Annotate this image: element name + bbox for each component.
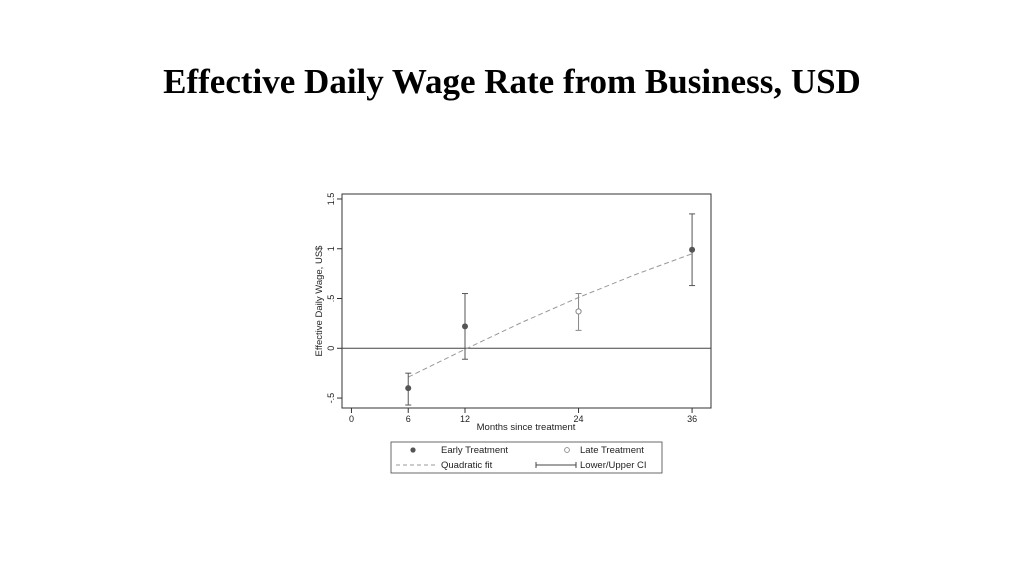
quadratic-fit-line	[407, 253, 693, 378]
legend-ci-label: Lower/Upper CI	[580, 460, 647, 471]
y-axis-label: Effective Daily Wage, US$	[314, 245, 325, 357]
plot-area	[341, 193, 712, 409]
y-tick-label-1: 0	[326, 346, 336, 351]
x-tick-label-12: 12	[460, 414, 470, 424]
late-point-0	[575, 308, 582, 315]
x-tick-label-6: 6	[406, 414, 411, 424]
legend: Early Treatment Late Treatment Quadratic…	[390, 441, 663, 474]
axes: 0 6 12 24 36 -.5 0 .5 1 1.5	[326, 193, 697, 424]
y-tick-label-4: 1.5	[326, 193, 336, 206]
early-point-1	[462, 323, 468, 330]
x-tick-label-36: 36	[687, 414, 697, 424]
legend-late-label: Late Treatment	[580, 445, 644, 456]
legend-early-marker	[410, 447, 416, 453]
y-tick-label-0: -.5	[326, 393, 336, 404]
legend-box	[390, 441, 663, 474]
x-tick-label-0: 0	[349, 414, 354, 424]
y-tick-label-2: .5	[326, 295, 336, 303]
legend-early-label: Early Treatment	[441, 445, 508, 456]
slide-title: Effective Daily Wage Rate from Business,…	[163, 62, 861, 101]
early-point-0	[405, 385, 412, 392]
legend-late-marker	[564, 447, 570, 453]
legend-fit-label: Quadratic fit	[441, 460, 493, 471]
early-point-2	[689, 246, 696, 253]
x-tick-label-24: 24	[574, 414, 584, 424]
y-tick-label-3: 1	[326, 246, 336, 251]
plot-frame	[341, 193, 712, 409]
x-axis-label: Months since treatment	[477, 422, 576, 433]
data-marks	[342, 213, 711, 406]
